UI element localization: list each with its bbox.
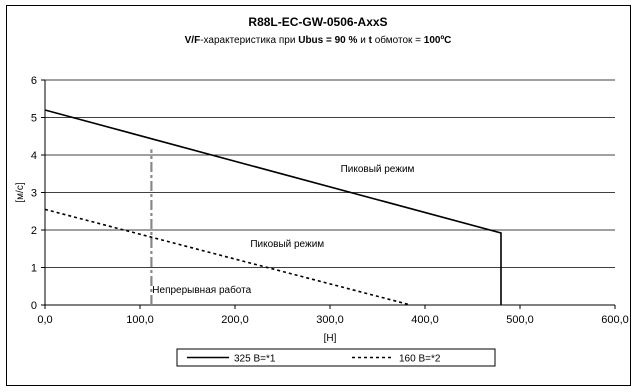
- legend-label-1: 325 В=*1: [234, 354, 276, 365]
- subtitle-part-6: 100ºC: [424, 35, 452, 46]
- subtitle-part-5: обмоток =: [372, 34, 424, 46]
- y-tick-label-0: 0: [31, 300, 37, 312]
- y-tick-label-1: 1: [31, 263, 37, 275]
- y-tick-label-5: 5: [31, 113, 37, 125]
- x-tick-label-100: 100,0: [126, 314, 154, 326]
- series-group: [44, 109, 502, 306]
- chart-subtitle: V/F-характеристика при Ubus = 90 % и t о…: [185, 34, 452, 46]
- x-axis-label: [Н]: [324, 333, 337, 344]
- annotation-1: Пиковый режим: [250, 239, 324, 250]
- subtitle-part-1: -характеристика при: [200, 35, 298, 46]
- x-tick-label-300: 300,0: [316, 314, 344, 326]
- annotation-0: Пиковый режим: [341, 164, 415, 175]
- annotation-2: Непрерывная работа: [152, 284, 251, 296]
- x-tick-label-0: 0,0: [37, 314, 52, 326]
- subtitle-part-4: t: [369, 35, 373, 46]
- x-axis-ticks: 0,0 100,0 200,0 300,0 400,0 500,0 600,0: [37, 314, 628, 326]
- y-axis-ticks: 0 1 2 3 4 5 6: [31, 75, 37, 312]
- chart-frame: R88L-EC-GW-0506-AxxS V/F-характеристика …: [6, 5, 631, 386]
- annotations: Пиковый режим Пиковый режим Непрерывная ра…: [152, 164, 414, 296]
- x-tick-label-500: 500,0: [506, 314, 534, 326]
- y-tick-label-4: 4: [31, 150, 37, 162]
- chart-title: R88L-EC-GW-0506-AxxS: [248, 15, 387, 29]
- x-tick-label-400: 400,0: [411, 314, 439, 326]
- x-tick-label-600: 600,0: [601, 314, 629, 326]
- y-tick-label-6: 6: [31, 75, 37, 87]
- grid: [41, 79, 616, 309]
- legend-label-2: 160 В=*2: [399, 354, 441, 365]
- chart: R88L-EC-GW-0506-AxxS V/F-характеристика …: [15, 15, 629, 367]
- subtitle-part-2: Ubus = 90 %: [298, 35, 357, 46]
- subtitle-part-3: и: [357, 35, 368, 46]
- y-tick-label-2: 2: [31, 225, 37, 237]
- y-axis-label: [м/с]: [15, 182, 26, 202]
- legend: 325 В=*1 160 В=*2: [176, 348, 496, 367]
- series-line-1: [44, 109, 502, 305]
- y-tick-label-3: 3: [31, 188, 37, 200]
- x-tick-label-200: 200,0: [221, 314, 249, 326]
- legend-box: [176, 348, 496, 367]
- subtitle-part-0: V/F: [185, 35, 201, 46]
